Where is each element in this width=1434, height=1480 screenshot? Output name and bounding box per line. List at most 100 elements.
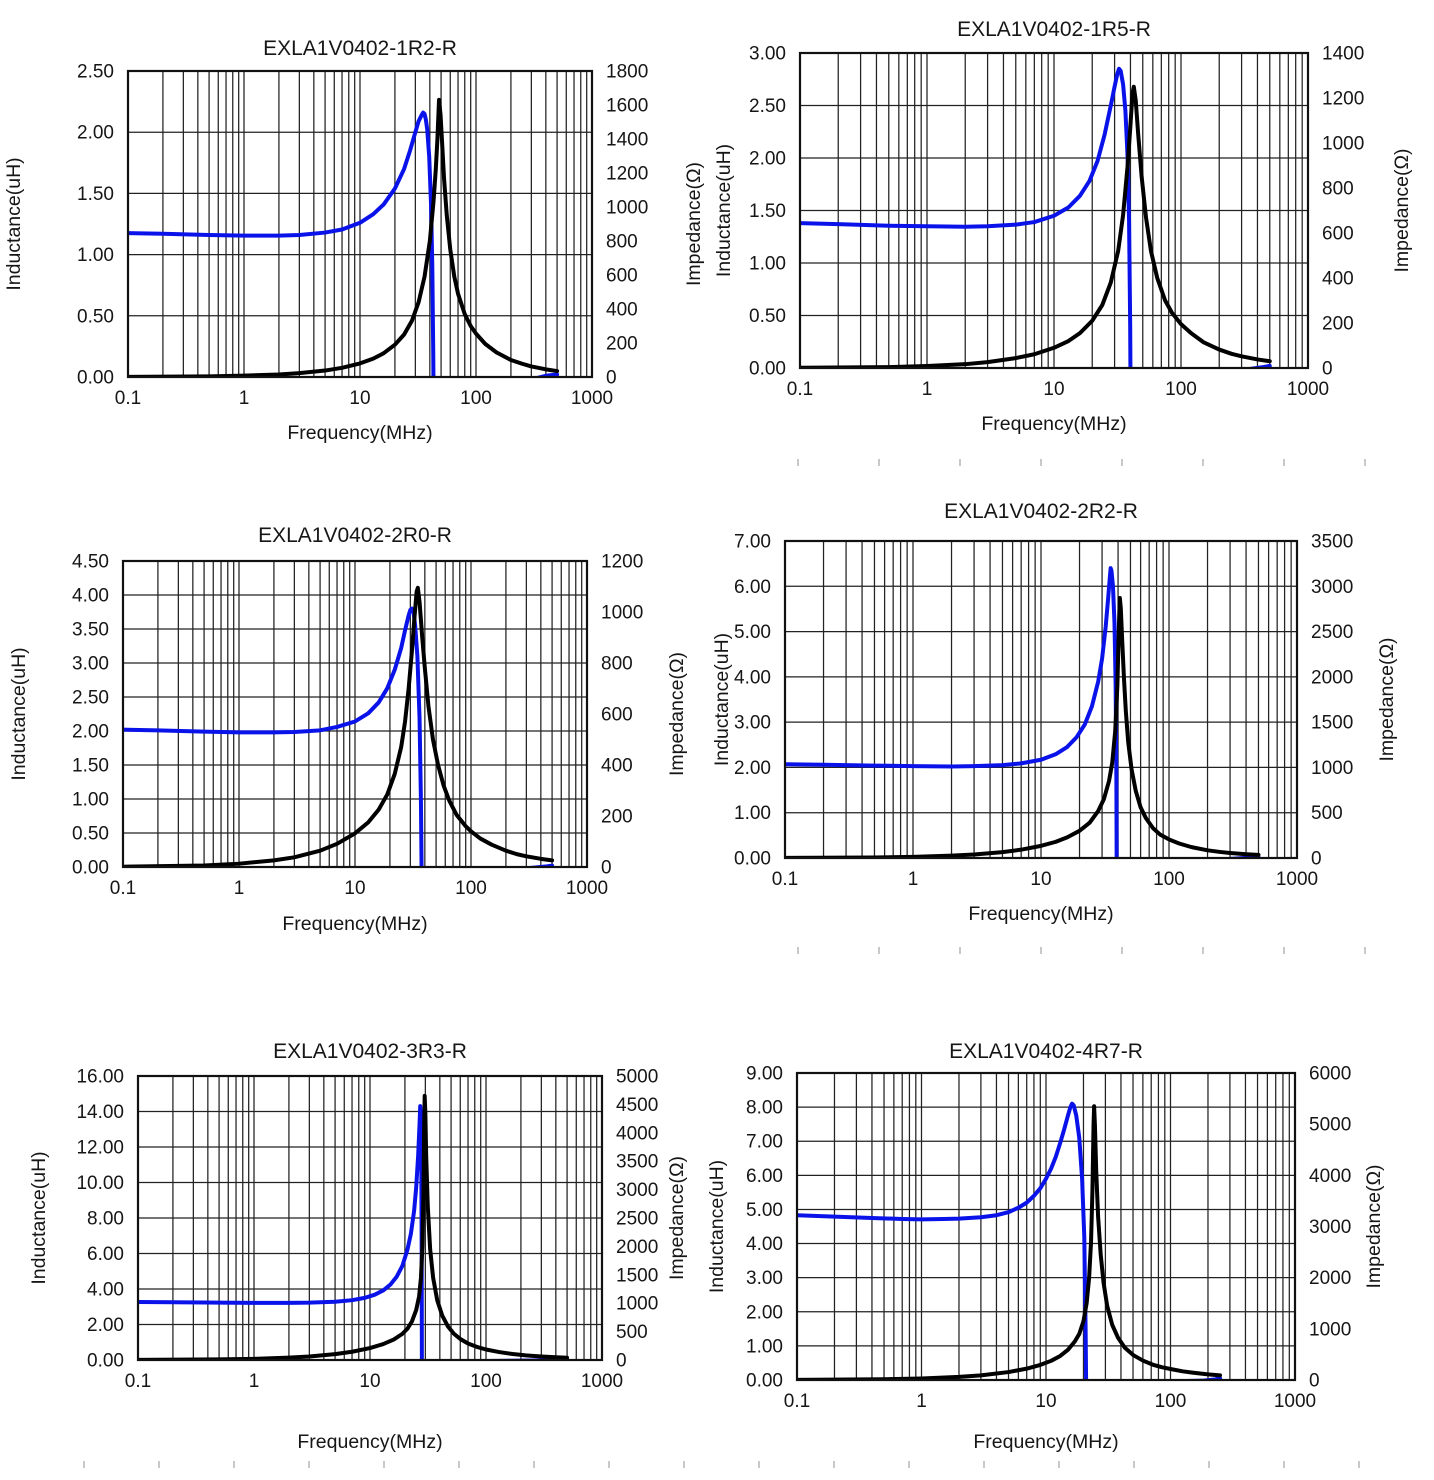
chart-title: EXLA1V0402-1R5-R <box>957 18 1151 41</box>
left-axis-tick-label: 5.00 <box>746 1200 783 1221</box>
x-axis-label: Frequency(MHz) <box>981 413 1126 435</box>
x-axis-tick-label: 0.1 <box>110 878 136 899</box>
left-axis-tick-label: 2.00 <box>87 1315 124 1336</box>
x-axis-tick-label: 0.1 <box>784 1391 810 1412</box>
left-axis-tick-label: 3.00 <box>749 44 786 65</box>
tick-artifact <box>1202 459 1204 466</box>
chart-title: EXLA1V0402-4R7-R <box>949 1040 1143 1063</box>
tick-artifact <box>797 459 799 466</box>
right-axis-tick-label: 2500 <box>1311 622 1353 643</box>
x-axis-label: Frequency(MHz) <box>968 903 1113 925</box>
inductance-curve <box>128 110 560 377</box>
left-axis-tick-label: 0.00 <box>749 359 786 380</box>
tick-artifact <box>1040 947 1042 954</box>
tick-artifact <box>833 1461 835 1468</box>
left-axis-tick-label: 2.50 <box>749 96 786 117</box>
x-axis-tick-label: 10 <box>1043 379 1064 400</box>
tick-artifact <box>308 1461 310 1468</box>
series-group <box>800 66 1272 368</box>
left-axis-label: Inductance(uH) <box>713 144 735 277</box>
right-axis-label: Impedance(Ω) <box>666 652 688 776</box>
right-axis-tick-label: 3500 <box>1311 532 1353 553</box>
x-axis-label: Frequency(MHz) <box>287 422 432 444</box>
tick-artifact <box>1283 459 1285 466</box>
right-axis-tick-label: 600 <box>1322 224 1354 245</box>
tick-artifact <box>983 1461 985 1468</box>
tick-artifact <box>1208 1461 1210 1468</box>
left-axis-tick-label: 0.50 <box>72 824 109 845</box>
chart-exla1v0402-2r0-r: EXLA1V0402-2R0-R 4.50 4.00 3.50 3.00 2.50 2.00… <box>0 480 717 985</box>
right-axis-label: Impedance(Ω) <box>666 1156 688 1280</box>
x-axis-tick-label: 100 <box>460 388 492 409</box>
left-axis-tick-label: 0.50 <box>749 306 786 327</box>
chart-exla1v0402-1r2-r: EXLA1V0402-1R2-R 2.50 2.00 1.50 1.00 0.50 0.00… <box>0 0 717 480</box>
left-axis-tick-label: 1.00 <box>77 245 114 266</box>
right-axis-label: Impedance(Ω) <box>683 162 705 286</box>
left-axis-tick-label: 3.00 <box>746 1268 783 1289</box>
impedance-curve <box>800 84 1272 368</box>
right-axis-tick-label: 1600 <box>606 96 648 117</box>
left-axis-tick-label: 6.00 <box>87 1244 124 1265</box>
plot-border <box>136 1074 604 1362</box>
impedance-curve <box>138 1093 570 1360</box>
right-axis-tick-label: 1000 <box>601 603 643 624</box>
x-axis-tick-label: 100 <box>1155 1391 1187 1412</box>
left-axis-tick-label: 0.50 <box>77 306 114 327</box>
x-axis-tick-label: 1000 <box>571 388 613 409</box>
right-axis-label: Impedance(Ω) <box>1391 148 1413 272</box>
right-axis-tick-label: 1800 <box>606 62 648 83</box>
right-axis-tick-label: 4000 <box>1309 1166 1351 1187</box>
right-axis-tick-label: 1000 <box>1322 134 1364 155</box>
right-axis-tick-label: 2000 <box>1311 667 1353 688</box>
chart-canvas: EXLA1V0402-2R0-R 4.50 4.00 3.50 3.00 2.50 2.00… <box>8 524 688 935</box>
right-axis-tick-label: 800 <box>1322 179 1354 200</box>
right-axis-tick-label: 500 <box>1311 803 1343 824</box>
impedance-curve <box>797 1104 1223 1380</box>
left-axis-tick-label: 2.00 <box>77 123 114 144</box>
chart-canvas: EXLA1V0402-3R3-R16.0014.0012.0010.008.00… <box>28 1040 688 1453</box>
chart-title: EXLA1V0402-2R2-R <box>944 500 1138 523</box>
inductance-curve <box>123 606 555 867</box>
x-axis-tick-label: 100 <box>455 878 487 899</box>
right-axis-tick-label: 400 <box>601 756 633 777</box>
right-axis-tick-label: 800 <box>606 232 638 253</box>
x-axis-tick-label: 1 <box>922 379 933 400</box>
x-axis-tick-label: 1 <box>239 388 250 409</box>
right-axis-tick-label: 1400 <box>1322 44 1364 65</box>
left-axis-tick-label: 4.50 <box>72 552 109 573</box>
left-axis-tick-label: 4.00 <box>746 1234 783 1255</box>
right-axis-tick-label: 2000 <box>1309 1268 1351 1289</box>
tick-artifact <box>158 1461 160 1468</box>
left-axis-tick-label: 3.50 <box>72 620 109 641</box>
left-axis-tick-label: 4.00 <box>734 667 771 688</box>
left-axis-tick-label: 9.00 <box>746 1064 783 1085</box>
right-axis-tick-label: 400 <box>1322 269 1354 290</box>
x-axis-label: Frequency(MHz) <box>297 1431 442 1453</box>
chart-title: EXLA1V0402-1R2-R <box>263 37 457 60</box>
impedance-curve <box>785 596 1261 858</box>
gridlines <box>800 53 1308 368</box>
right-axis-tick-label: 2500 <box>616 1209 658 1230</box>
right-axis-tick-label: 6000 <box>1309 1064 1351 1085</box>
tick-artifact <box>1133 1461 1135 1468</box>
chart-canvas: EXLA1V0402-4R7-R 9.00 8.00 7.00 6.00 5.00 4.00… <box>706 1040 1385 1453</box>
right-axis-tick-label: 1000 <box>1309 1319 1351 1340</box>
tick-artifact <box>1040 459 1042 466</box>
gridlines <box>785 541 1297 858</box>
right-axis-tick-label: 1000 <box>606 198 648 219</box>
left-axis-tick-label: 2.00 <box>746 1302 783 1323</box>
x-axis-label: Frequency(MHz) <box>282 913 427 935</box>
x-axis-tick-label: 100 <box>470 1371 502 1392</box>
right-axis-tick-label: 4500 <box>616 1095 658 1116</box>
left-axis-tick-label: 6.00 <box>734 577 771 598</box>
left-axis-tick-label: 4.00 <box>87 1280 124 1301</box>
chart-exla1v0402-2r2-r: EXLA1V0402-2R2-R 7.00 6.00 5.00 4.00 3.00 2.00… <box>711 480 1434 985</box>
series-group <box>123 585 555 867</box>
tick-artifact <box>383 1461 385 1468</box>
right-axis-tick-label: 5000 <box>1309 1115 1351 1136</box>
right-axis-tick-label: 0 <box>1309 1371 1320 1392</box>
left-axis-tick-label: 3.00 <box>72 654 109 675</box>
right-axis-tick-label: 4000 <box>616 1123 658 1144</box>
x-axis-tick-label: 0.1 <box>772 869 798 890</box>
